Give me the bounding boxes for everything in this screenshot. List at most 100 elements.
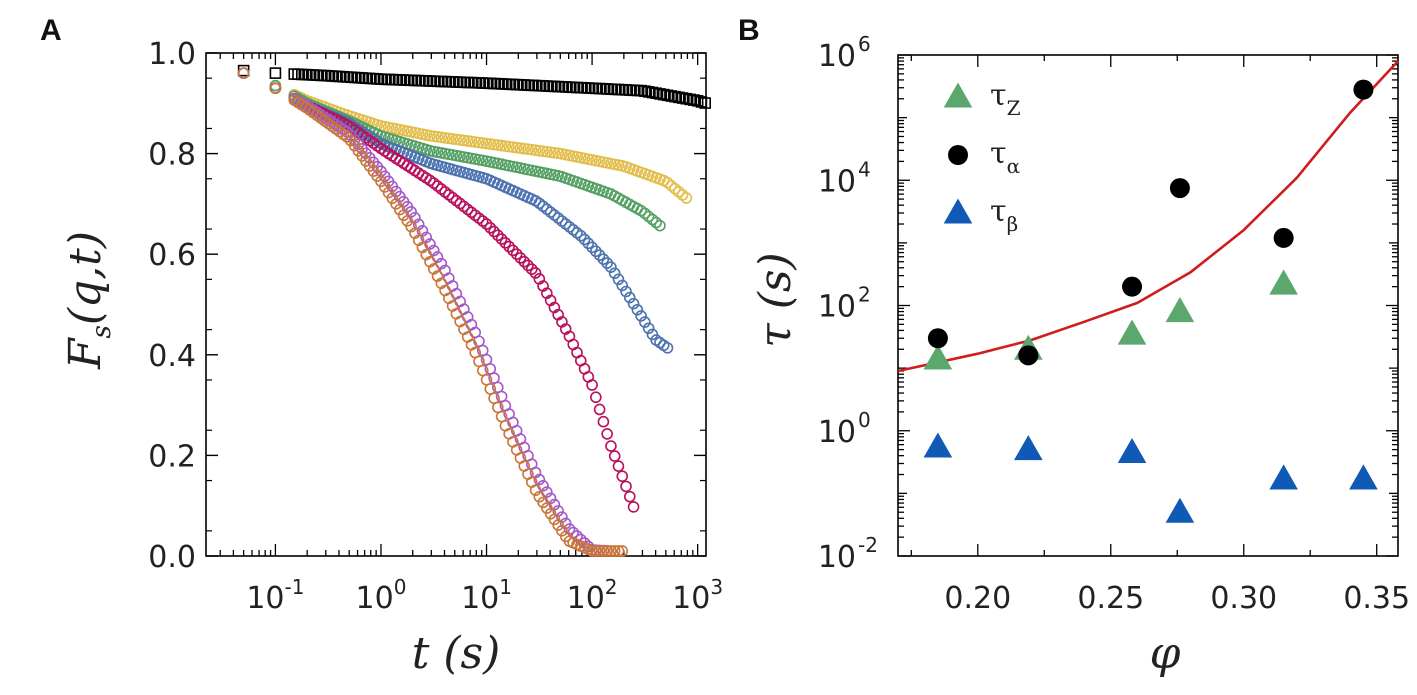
data-point <box>435 131 448 144</box>
fit-line <box>897 60 1399 373</box>
data-point <box>424 75 436 87</box>
data-point <box>514 78 527 91</box>
data-point <box>541 145 553 158</box>
data-point <box>586 379 598 391</box>
data-point <box>529 79 542 92</box>
data-point <box>288 68 301 80</box>
data-point <box>416 74 429 87</box>
data-point <box>642 322 655 335</box>
data-point <box>1169 178 1190 199</box>
data-point <box>443 75 455 88</box>
data-point <box>635 310 647 322</box>
data-point <box>541 502 553 514</box>
data-point <box>397 209 410 222</box>
data-point <box>597 545 610 557</box>
data-point <box>495 78 508 90</box>
x-tick-label-a: 101 <box>461 575 512 616</box>
y-tick-label-a: 0.2 <box>148 439 196 474</box>
data-point <box>314 69 327 82</box>
data-point <box>927 328 948 349</box>
y-axis-title-b: τ (s) <box>750 252 801 347</box>
data-point <box>237 67 250 79</box>
data-point <box>616 470 629 483</box>
data-point <box>544 146 557 159</box>
y-tick-label-b: 10 <box>818 290 856 325</box>
data-point <box>1165 497 1195 523</box>
data-point <box>605 545 617 557</box>
data-point <box>601 83 613 95</box>
data-point <box>556 80 568 93</box>
legend: τZ τα τβ <box>943 78 1021 236</box>
data-point <box>1269 464 1298 490</box>
data-point <box>590 545 602 557</box>
data-point <box>488 77 500 90</box>
data-point <box>473 136 485 149</box>
x-axis-title-a: t (s) <box>412 628 501 679</box>
data-point <box>296 68 308 81</box>
x-tick-label-b: 0.20 <box>944 581 1011 616</box>
data-point <box>518 142 531 155</box>
data-point <box>439 75 451 88</box>
data-point <box>1014 435 1043 461</box>
data-point <box>541 80 553 92</box>
data-point <box>923 344 953 370</box>
data-point <box>518 255 531 268</box>
data-point <box>522 79 534 91</box>
data-point <box>499 140 512 152</box>
data-point <box>405 220 417 233</box>
data-point <box>386 192 399 205</box>
data-point <box>469 76 482 89</box>
data-point <box>363 72 376 85</box>
data-point <box>608 545 621 557</box>
data-point <box>548 80 561 93</box>
data-point <box>623 84 636 96</box>
data-point <box>416 225 429 237</box>
data-point <box>311 69 323 81</box>
y-tick-label-b: 10 <box>818 164 856 199</box>
data-point <box>431 75 444 88</box>
data-point <box>529 484 542 497</box>
panel-label-b: B <box>738 14 760 47</box>
data-point <box>623 490 636 503</box>
data-point <box>597 253 610 265</box>
data-point <box>1353 79 1374 100</box>
data-point <box>529 267 542 279</box>
data-point <box>360 72 372 84</box>
data-point <box>507 244 519 257</box>
data-point <box>435 257 448 270</box>
data-point <box>450 133 463 146</box>
data-point <box>299 68 312 81</box>
data-point <box>431 131 444 143</box>
y-tick-exp-b: 4 <box>858 157 871 181</box>
data-point <box>654 219 666 232</box>
data-point <box>420 231 433 244</box>
data-point <box>465 135 478 148</box>
y-tick-exp-b: -2 <box>858 533 878 557</box>
y-tick-exp-b: 2 <box>858 283 871 307</box>
y-tick-label-a: 0.0 <box>148 540 196 575</box>
x-tick-label-b: 0.35 <box>1343 581 1410 616</box>
data-point <box>943 198 973 224</box>
y-tick-label-a: 0.6 <box>148 238 196 273</box>
data-point <box>612 460 625 472</box>
data-point <box>397 74 410 86</box>
data-point <box>627 501 640 513</box>
data-point <box>620 84 632 96</box>
y-tick-label-b: 10 <box>818 415 856 450</box>
data-point <box>608 83 621 96</box>
data-point <box>367 72 380 85</box>
data-point <box>495 233 508 245</box>
x-tick-label-b: 0.25 <box>1077 581 1144 616</box>
data-point <box>318 69 331 82</box>
data-point <box>680 192 693 204</box>
data-point <box>533 490 546 503</box>
data-point <box>514 252 527 264</box>
data-point <box>661 342 674 354</box>
data-point <box>333 70 346 83</box>
data-point <box>593 403 606 416</box>
data-point <box>394 74 406 86</box>
data-point <box>612 83 625 96</box>
data-point <box>446 133 459 145</box>
data-point <box>552 519 564 531</box>
